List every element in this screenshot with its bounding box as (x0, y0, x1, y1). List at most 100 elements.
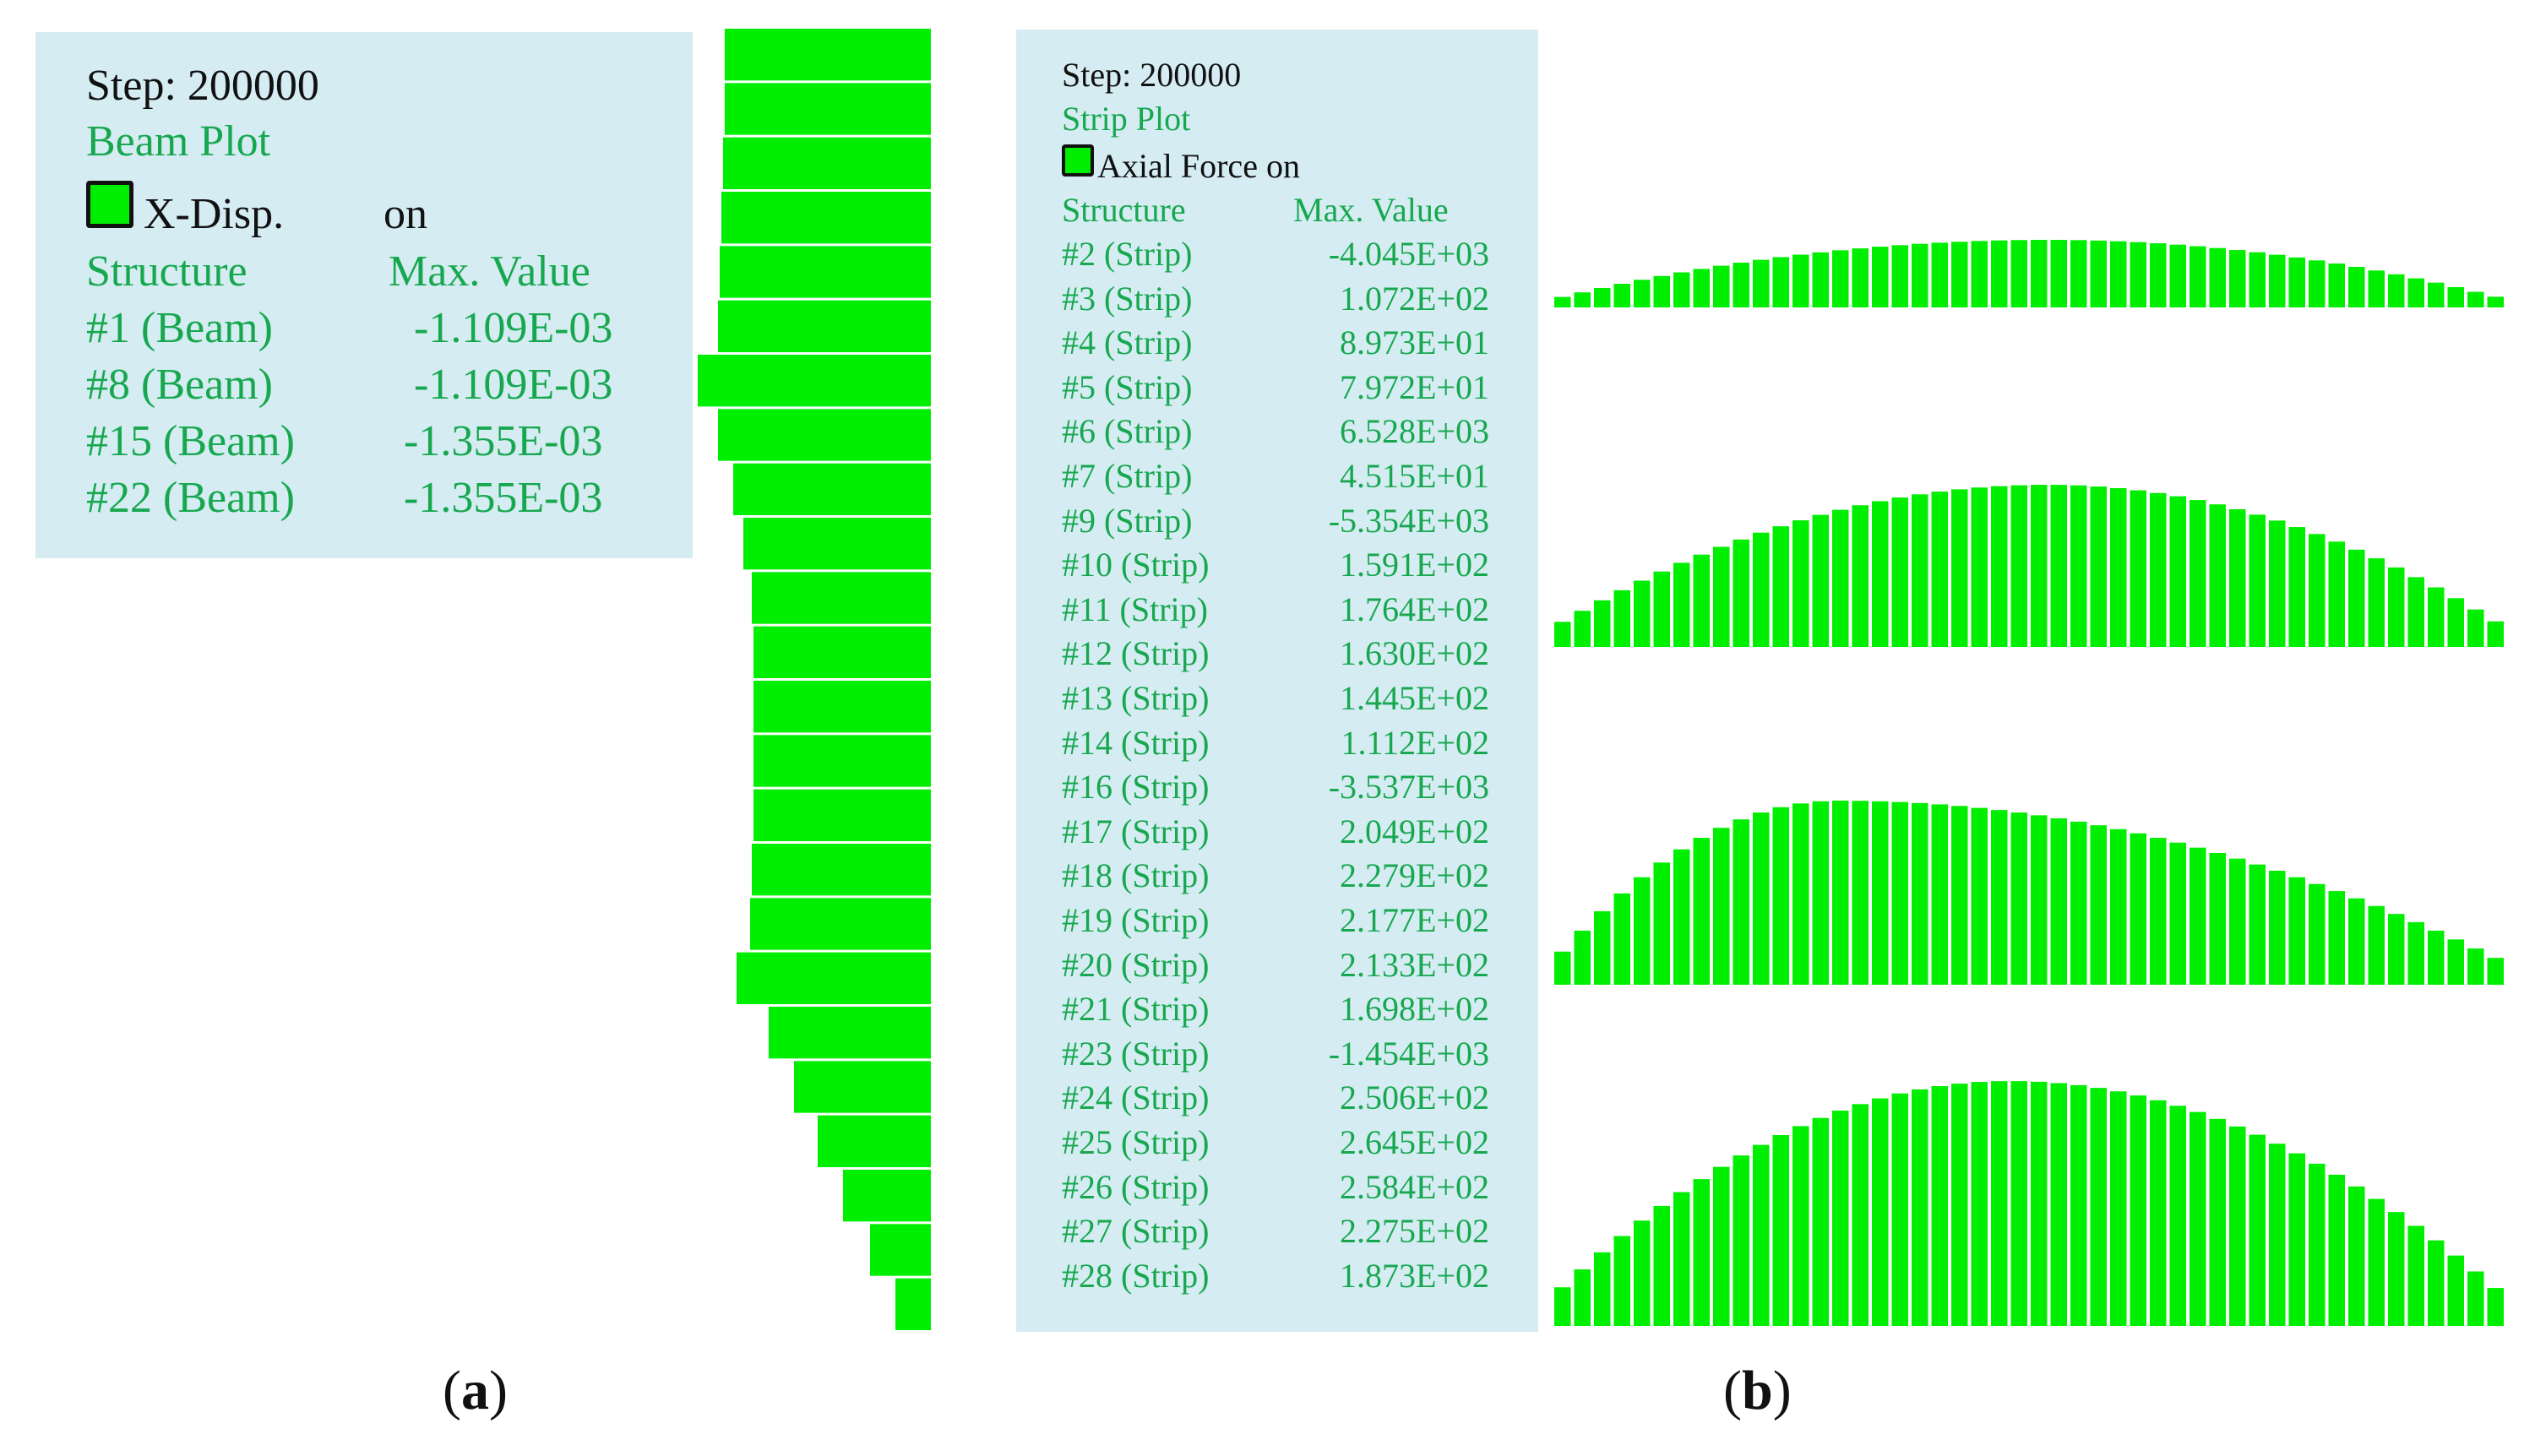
legend-row-value: -1.355E-03 (404, 417, 603, 465)
legend-row-value: -1.109E-03 (414, 361, 613, 409)
strip-bar (1912, 243, 1928, 307)
strip-bar (2209, 247, 2226, 307)
strip-bar (2110, 1091, 2127, 1326)
legend-row-structure: #13 (Strip) (1062, 679, 1210, 717)
strip-bar (1673, 849, 1690, 985)
legend-row-value: 2.133E+02 (1340, 945, 1489, 984)
legend-row-structure: #19 (Strip) (1062, 901, 1210, 939)
strip-bar (1613, 589, 1630, 647)
strip-bar (1613, 1236, 1630, 1326)
x-disp-checkbox[interactable] (86, 181, 133, 228)
strip-bar (2130, 490, 2146, 647)
caption-a-open: ( (443, 1360, 461, 1421)
strip-bar (1832, 250, 1849, 307)
strip-bar (2190, 246, 2206, 307)
strip-bar (2150, 243, 2167, 307)
legend-row-structure: #9 (Strip) (1062, 501, 1193, 540)
strip-bar (1713, 265, 1730, 307)
legend-row-structure: #11 (Strip) (1062, 589, 1208, 628)
strip-bar (1554, 1287, 1571, 1326)
strip-bar (1772, 807, 1789, 985)
legend-plot-title: Beam Plot (86, 117, 271, 166)
strip-bar (1951, 1084, 1968, 1326)
strip-bar (2348, 549, 2365, 647)
strip-bar (2328, 541, 2345, 647)
strip-bar (1852, 248, 1869, 307)
beam-segment (818, 1115, 931, 1167)
strip-bar (1634, 877, 1651, 985)
strip-bar (2130, 242, 2146, 307)
beam-segment (769, 1007, 931, 1059)
legend-row-structure: #5 (Strip) (1062, 367, 1193, 406)
strip-bar (1554, 951, 1571, 985)
strip-bar (1872, 501, 1889, 647)
strip-bar (1971, 1082, 1988, 1326)
strip-bar (1594, 288, 1611, 307)
strip-bar (2309, 534, 2326, 647)
caption-a: (a) (443, 1363, 508, 1419)
legend-row-value: -3.537E+03 (1328, 768, 1489, 807)
strip-bar (2368, 1198, 2385, 1326)
strip-bar (1812, 252, 1829, 307)
strip-bar (1912, 802, 1928, 985)
strip-bar (1653, 862, 1670, 985)
strip-bar (2169, 842, 2186, 985)
legend-item-label: Axial Force on (1097, 147, 1300, 185)
legend-row-structure: #24 (Strip) (1062, 1078, 1210, 1117)
strip-bar (2388, 567, 2405, 647)
strip-bar (2031, 1081, 2048, 1326)
legend-row-structure: #22 (Beam) (86, 474, 295, 522)
beam-segment (750, 898, 931, 950)
legend-row-value: -5.354E+03 (1328, 501, 1489, 540)
strip-bar (1931, 804, 1948, 985)
axial-force-checkbox[interactable] (1062, 144, 1094, 177)
strip-bar (1574, 930, 1591, 985)
strip-bar (2407, 1225, 2424, 1326)
strip-bar (2309, 260, 2326, 307)
strip-bar (2388, 1212, 2405, 1326)
legend-row-value: 2.506E+02 (1340, 1078, 1489, 1117)
legend-row-value: 1.698E+02 (1340, 990, 1489, 1029)
legend-row-structure: #17 (Strip) (1062, 812, 1210, 850)
strip-bar (1594, 911, 1611, 985)
strip-bar (1891, 1093, 1908, 1326)
legend-row-value: 2.177E+02 (1340, 901, 1489, 939)
strip-bar (2070, 821, 2087, 985)
strip-bar (2428, 1240, 2445, 1326)
strip-bar (1594, 600, 1611, 647)
strip-bar (2288, 527, 2305, 647)
strip-bar (1634, 280, 1651, 307)
legend-step-label: Step: 200000 (86, 62, 319, 110)
strip-bar (2249, 252, 2266, 307)
legend-row-value: -1.355E-03 (404, 474, 603, 522)
strip-bar (2269, 870, 2286, 985)
strip-bar (2150, 1100, 2167, 1326)
strip-bar (1812, 514, 1829, 647)
legend-row-value: 4.515E+01 (1340, 457, 1489, 495)
strip-bar (1891, 801, 1908, 985)
legend-row-value: 1.072E+02 (1340, 279, 1489, 318)
legend-row-value: 1.112E+02 (1341, 723, 1489, 762)
legend-row-structure: #25 (Strip) (1062, 1123, 1210, 1161)
legend-row-value: 8.973E+01 (1340, 323, 1489, 362)
legend-row-value: -1.109E-03 (414, 304, 613, 352)
legend-row-value: 2.584E+02 (1340, 1167, 1489, 1206)
beam-segment (718, 300, 931, 352)
caption-b: (b) (1723, 1363, 1792, 1419)
strip-bar (2169, 244, 2186, 307)
legend-row-value: -1.454E+03 (1328, 1034, 1489, 1073)
strip-bar (1713, 828, 1730, 985)
caption-b-open: ( (1723, 1360, 1742, 1421)
strip-bar (2229, 508, 2246, 647)
legend-step-label: Step: 200000 (1062, 56, 1242, 94)
strip-bar (2130, 1095, 2146, 1326)
strip-bar (2447, 286, 2464, 307)
beam-segment (753, 735, 931, 787)
legend-row-structure: #27 (Strip) (1062, 1212, 1210, 1251)
caption-a-letter: a (460, 1360, 489, 1421)
legend-plot-title: Strip Plot (1062, 100, 1191, 138)
strip-bar (1733, 539, 1749, 647)
legend-row-structure: #8 (Beam) (86, 361, 273, 409)
strip-bar (1753, 812, 1770, 985)
strip-bar (2309, 883, 2326, 985)
